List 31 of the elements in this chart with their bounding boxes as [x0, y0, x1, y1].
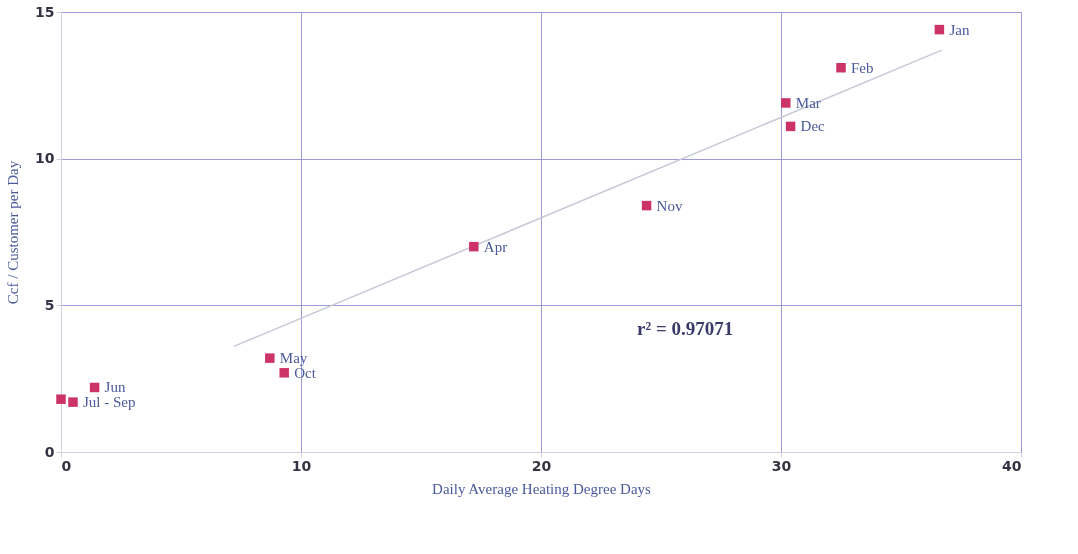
series-label: Jan: [949, 21, 970, 38]
x-tick-label: 10: [291, 457, 312, 474]
series-label: Apr: [483, 238, 508, 255]
point: [56, 394, 66, 404]
point: [265, 353, 275, 363]
series-label: Jun: [104, 379, 126, 396]
point: [641, 200, 652, 211]
series-label: Nov: [656, 197, 683, 214]
y-tick-label: 15: [35, 3, 55, 20]
x-tick-label: 0: [61, 457, 72, 474]
y-tick-label: 5: [44, 296, 55, 313]
point: [836, 62, 846, 73]
point: [469, 241, 479, 252]
series-label: Jul - Sep: [83, 394, 136, 411]
point: [785, 121, 796, 132]
annotation: r² = 0.97071: [637, 317, 734, 339]
x-axis-title: Daily Average Heating Degree Days: [432, 480, 652, 497]
x-tick-label: 40: [1002, 457, 1022, 474]
point: [279, 368, 289, 378]
series-label: Mar: [795, 94, 821, 111]
x-tick-label: 30: [771, 457, 792, 474]
point: [781, 98, 791, 108]
point: [68, 397, 78, 407]
series-label: Feb: [851, 59, 874, 76]
y-tick-label: 10: [35, 150, 55, 167]
y-tick-label: 0: [44, 443, 55, 460]
y-axis-title: Ccf / Customer per Day: [5, 160, 22, 305]
x-tick-label: 20: [531, 457, 552, 474]
point: [934, 24, 945, 35]
series-label: Dec: [800, 118, 826, 135]
point: [89, 382, 100, 393]
